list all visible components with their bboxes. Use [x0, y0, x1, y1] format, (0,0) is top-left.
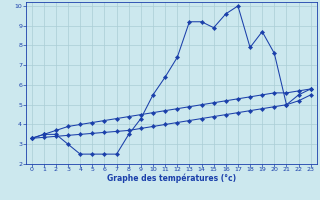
X-axis label: Graphe des températures (°c): Graphe des températures (°c): [107, 174, 236, 183]
